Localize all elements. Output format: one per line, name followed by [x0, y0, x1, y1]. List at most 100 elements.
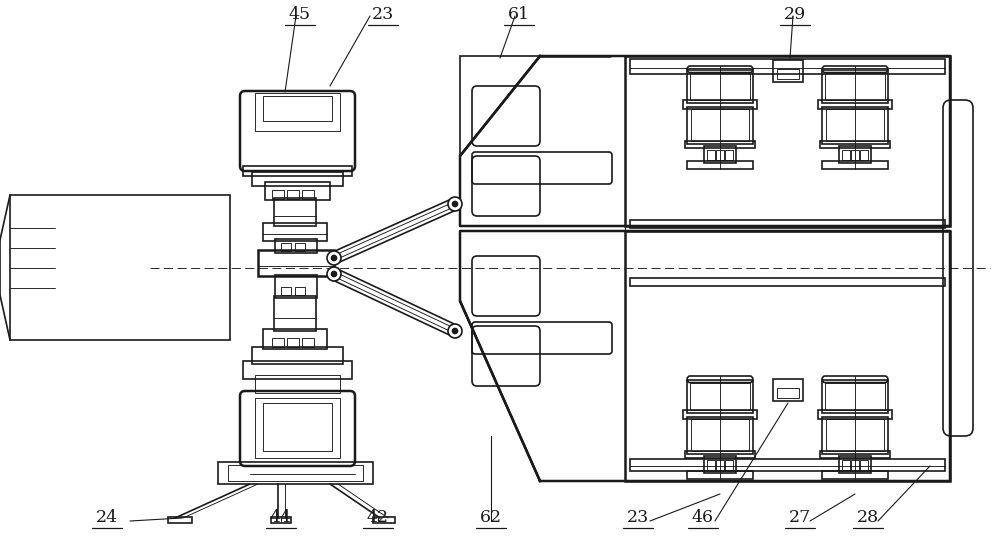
Bar: [687, 70, 753, 103]
Bar: [716, 151, 724, 160]
Bar: [860, 151, 868, 160]
Bar: [272, 338, 284, 347]
Bar: [255, 93, 340, 131]
Bar: [460, 56, 950, 226]
Bar: [826, 419, 884, 451]
Bar: [826, 109, 884, 142]
Bar: [630, 459, 945, 471]
Bar: [687, 471, 753, 479]
Bar: [687, 107, 753, 144]
Bar: [851, 151, 859, 160]
Bar: [820, 142, 890, 148]
Bar: [302, 190, 314, 199]
Bar: [860, 460, 868, 470]
Bar: [630, 59, 945, 74]
Bar: [822, 107, 888, 144]
Bar: [842, 460, 850, 470]
Bar: [228, 465, 363, 481]
Bar: [295, 287, 305, 295]
Bar: [704, 146, 736, 163]
Bar: [691, 109, 749, 142]
Bar: [707, 151, 715, 160]
Text: 27: 27: [789, 509, 811, 526]
Bar: [707, 460, 715, 470]
Bar: [275, 275, 317, 298]
Bar: [255, 398, 340, 458]
Bar: [704, 456, 736, 473]
Text: 45: 45: [289, 6, 311, 23]
Bar: [683, 100, 757, 109]
Bar: [842, 151, 850, 160]
Bar: [295, 243, 305, 251]
Text: 46: 46: [692, 509, 714, 526]
Text: 24: 24: [96, 509, 118, 526]
Bar: [818, 411, 892, 419]
Bar: [272, 190, 284, 199]
Bar: [281, 287, 291, 295]
Circle shape: [332, 256, 336, 260]
Bar: [690, 383, 750, 411]
Bar: [373, 517, 395, 523]
Circle shape: [332, 272, 336, 277]
Bar: [258, 250, 334, 276]
Bar: [630, 278, 945, 286]
Text: 28: 28: [857, 509, 879, 526]
Bar: [10, 195, 230, 340]
Bar: [275, 239, 317, 253]
Bar: [302, 338, 314, 347]
Bar: [685, 451, 755, 458]
Bar: [777, 69, 799, 79]
Circle shape: [327, 267, 341, 281]
Bar: [218, 462, 373, 484]
Circle shape: [452, 202, 458, 206]
Bar: [818, 100, 892, 109]
Bar: [839, 146, 871, 163]
Bar: [287, 338, 299, 347]
Bar: [263, 329, 327, 349]
Text: 42: 42: [367, 509, 389, 526]
Bar: [825, 72, 885, 100]
Bar: [263, 223, 327, 241]
Bar: [274, 198, 316, 226]
Bar: [168, 517, 192, 523]
Bar: [265, 182, 330, 200]
Bar: [839, 456, 871, 473]
Circle shape: [448, 197, 462, 211]
Bar: [773, 60, 803, 82]
Bar: [252, 347, 343, 364]
Bar: [851, 460, 859, 470]
Bar: [773, 379, 803, 401]
Circle shape: [327, 251, 341, 265]
Bar: [683, 411, 757, 419]
Bar: [252, 172, 343, 186]
Bar: [625, 231, 950, 481]
Bar: [690, 72, 750, 100]
Bar: [263, 96, 332, 121]
Bar: [687, 380, 753, 413]
Bar: [271, 517, 291, 523]
Bar: [825, 383, 885, 411]
Bar: [281, 243, 291, 251]
Bar: [691, 419, 749, 451]
Bar: [625, 56, 950, 226]
Bar: [287, 190, 299, 199]
Bar: [716, 460, 724, 470]
Bar: [687, 417, 753, 454]
Bar: [777, 388, 799, 398]
Bar: [274, 296, 316, 331]
Bar: [243, 166, 352, 176]
Bar: [822, 70, 888, 103]
Bar: [725, 151, 733, 160]
Text: 62: 62: [480, 509, 502, 526]
Bar: [725, 460, 733, 470]
Bar: [822, 161, 888, 169]
Text: 44: 44: [270, 509, 292, 526]
Text: 23: 23: [627, 509, 649, 526]
Bar: [630, 220, 945, 228]
Bar: [687, 161, 753, 169]
Bar: [822, 471, 888, 479]
Bar: [820, 451, 890, 458]
Text: 23: 23: [372, 6, 394, 23]
Bar: [685, 142, 755, 148]
Bar: [822, 417, 888, 454]
